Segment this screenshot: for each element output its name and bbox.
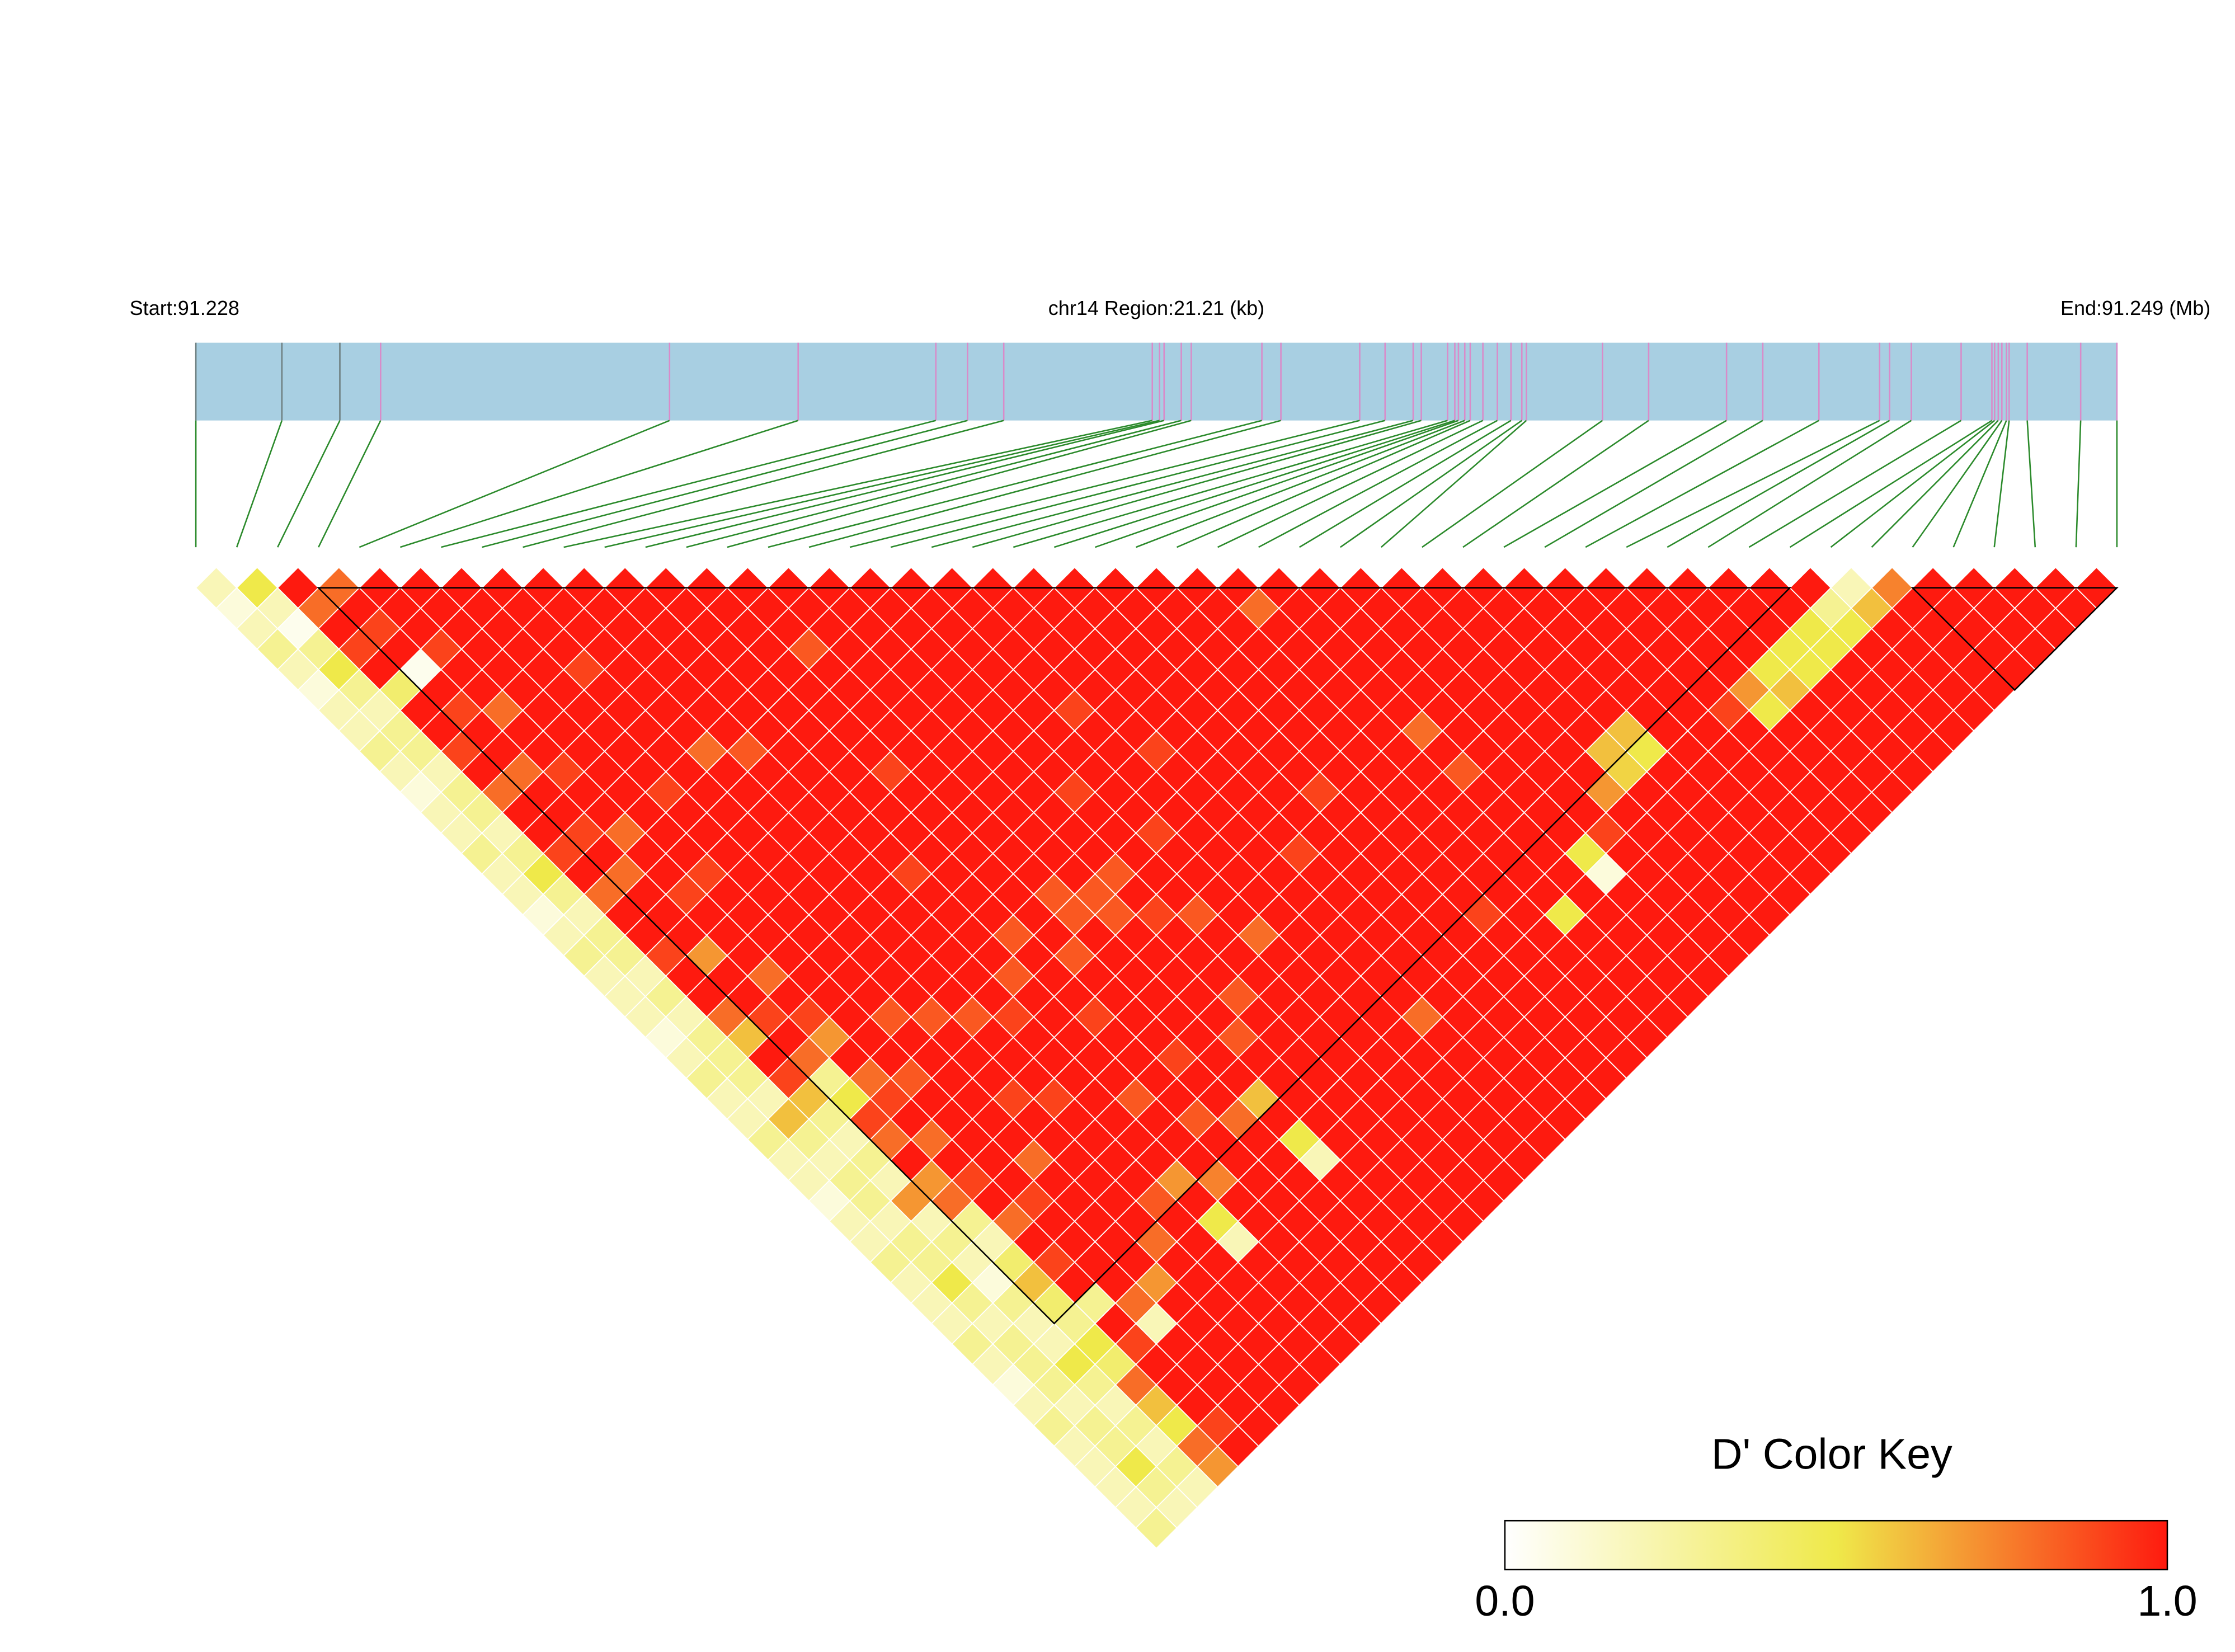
snp-connector [1503,420,1727,548]
region-bar [196,342,2117,421]
snp-connector [604,420,1160,548]
snp-connector [1013,420,1448,548]
start-label: Start:91.228 [130,296,239,319]
snp-connector [1585,420,1819,548]
snp-connector [727,420,1192,548]
snp-connector [1422,420,1603,548]
snp-connector [1136,420,1465,548]
snp-connector [1748,420,1962,548]
snp-connector [972,420,1422,548]
snp-connector [563,420,1152,548]
snp-connector [1544,420,1763,548]
snp-connector [1380,420,1527,548]
snp-connector [1830,420,1996,548]
snp-connector [1707,420,1912,548]
snp-connector [1053,420,1455,548]
snp-connector [318,420,382,548]
snp-connector [890,420,1386,548]
snp-connector [849,420,1360,548]
snp-connector [1626,420,1880,548]
color-key-tick-label: 0.0 [1475,1577,1535,1625]
snp-connector [1952,420,2007,548]
snp-connector [1299,420,1512,548]
end-label: End:91.249 (Mb) [2060,296,2210,319]
snp-connector [768,420,1262,548]
snp-connector [1462,420,1649,548]
snp-connector [523,420,1004,548]
snp-connector [1667,420,1890,548]
snp-connector [277,420,341,548]
snp-connector [1993,420,2010,548]
snp-connector [1340,420,1522,548]
snp-connector [1789,420,1993,548]
snp-connector [1871,420,1999,548]
snp-connector [808,420,1281,548]
snp-connector [645,420,1165,548]
snp-connector [1177,420,1471,548]
snp-connector [2026,420,2036,548]
color-key-bar [1504,1519,2168,1571]
color-key-tick-label: 1.0 [2137,1577,2197,1625]
region-label: chr14 Region:21.21 (kb) [1048,296,1264,319]
ld-block [1911,587,2119,691]
snp-connector [441,420,937,548]
snp-connector [399,420,799,548]
snp-connector [686,420,1182,548]
snp-connector [2075,420,2082,548]
snp-connector [1912,420,2003,548]
snp-connector [482,420,968,548]
snp-connector [1258,420,1498,548]
color-key-title: D' Color Key [1711,1430,1952,1478]
snp-connector [236,420,283,548]
snp-connector [1217,420,1484,548]
snp-connector [1094,420,1459,548]
snp-connector [931,420,1414,548]
snp-connector [359,420,670,548]
ld-block [317,587,1792,1325]
